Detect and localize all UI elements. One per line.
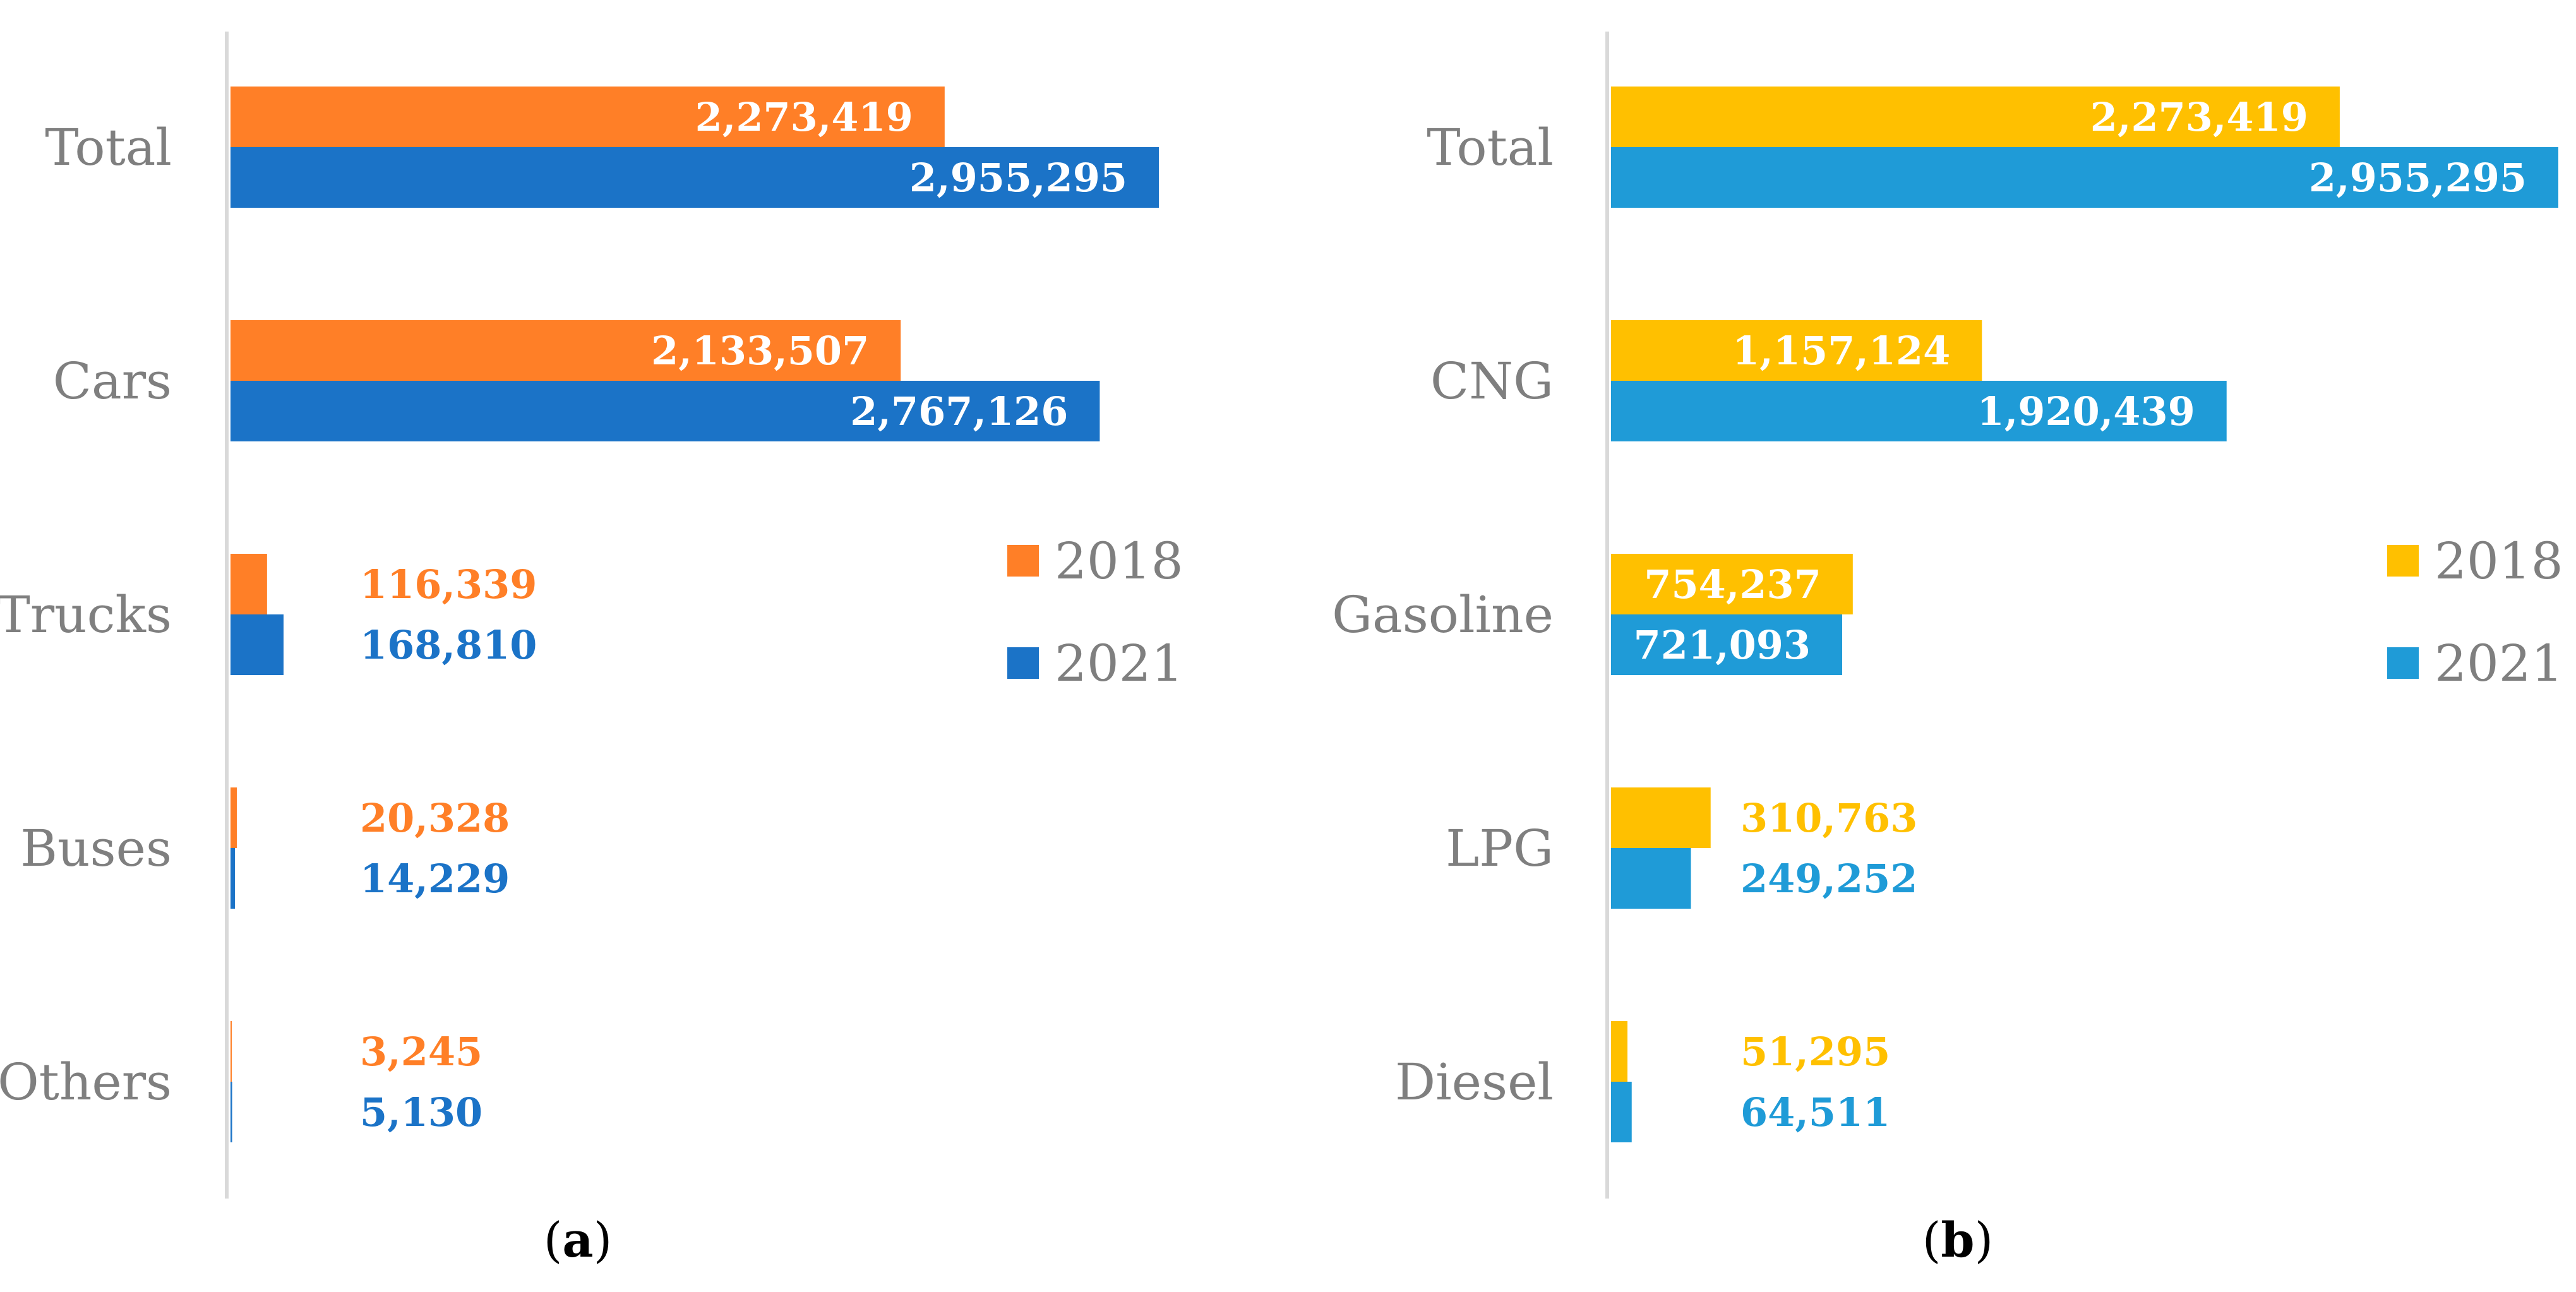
panel-b-bar-2018 bbox=[1611, 554, 1853, 614]
panel-b-bar-2021 bbox=[1611, 848, 1691, 909]
panel-a-value-label-2021: 2,955,295 bbox=[909, 155, 1127, 201]
panel-a-bar-2018 bbox=[231, 787, 237, 848]
panel-b-bar-2018 bbox=[1611, 320, 1982, 381]
panel-b-bar-2018 bbox=[1611, 1021, 1628, 1082]
panel-b-bar-2018 bbox=[1611, 87, 2340, 147]
panel-b-bar-2021 bbox=[1611, 614, 1843, 675]
panel-a-category-label: Total bbox=[45, 118, 172, 177]
panel-a-bars: 2,273,419 2,955,295 2,133,507 2,767,126 116,… bbox=[231, 87, 1159, 1142]
panel-a-legend-label-2021: 2021 bbox=[1055, 634, 1183, 693]
panel-a-value-label-2021: 168,810 bbox=[360, 622, 537, 668]
panel-a-bar-2021 bbox=[231, 614, 284, 675]
panel-a: 2,273,419 2,955,295 2,133,507 2,767,126 116,… bbox=[0, 32, 1183, 1268]
panel-b-legend: 2018 2021 bbox=[2387, 532, 2563, 693]
panel-b-letter: b bbox=[1941, 1212, 1974, 1268]
panel-b-value-label-2018: 754,237 bbox=[1644, 561, 1821, 607]
panel-a-bar-2021 bbox=[231, 1082, 232, 1142]
panel-a-legend-swatch-2018 bbox=[1007, 545, 1039, 577]
panel-b-legend-swatch-2018 bbox=[2387, 545, 2419, 577]
panel-b-value-label-2021: 64,511 bbox=[1740, 1089, 1890, 1135]
panel-a-label: (a) bbox=[544, 1212, 613, 1268]
panel-b-value-label-2018: 310,763 bbox=[1740, 795, 1917, 841]
panel-a-category-label: Buses bbox=[20, 819, 172, 878]
panel-b-bar-2018 bbox=[1611, 787, 1711, 848]
panel-a-value-label-2021: 2,767,126 bbox=[850, 388, 1068, 434]
panel-b-value-label-2021: 249,252 bbox=[1740, 856, 1917, 902]
panel-b-value-label-2021: 2,955,295 bbox=[2309, 155, 2527, 201]
panel-a-value-label-2018: 2,273,419 bbox=[695, 94, 913, 140]
panel-a-category-label: Trucks bbox=[0, 585, 172, 644]
panel-b-category-label: LPG bbox=[1446, 819, 1554, 878]
panel-a-value-label-2018: 2,133,507 bbox=[651, 328, 869, 374]
panel-b-value-label-2018: 51,295 bbox=[1740, 1029, 1890, 1075]
panel-b-legend-label-2021: 2021 bbox=[2435, 634, 2563, 693]
panel-a-letter: a bbox=[562, 1212, 593, 1268]
panel-a-bar-2018 bbox=[231, 554, 267, 614]
panel-a-legend: 2018 2021 bbox=[1007, 532, 1183, 693]
panel-b-category-label: CNG bbox=[1430, 352, 1554, 410]
panel-a-categories: Total Cars Trucks Buses Others bbox=[0, 118, 172, 1111]
panel-b-value-label-2021: 1,920,439 bbox=[1977, 388, 2195, 434]
panel-b-category-label: Diesel bbox=[1395, 1053, 1554, 1111]
panel-b-value-label-2018: 1,157,124 bbox=[1732, 328, 1950, 374]
panel-b-bar-2021 bbox=[1611, 1082, 1632, 1142]
panel-b-bar-2021 bbox=[1611, 381, 2227, 441]
panel-a-bar-2021 bbox=[231, 381, 1100, 441]
panel-b-label: (b) bbox=[1922, 1212, 1993, 1268]
panel-a-category-label: Others bbox=[0, 1053, 172, 1111]
panel-a-value-label-2021: 14,229 bbox=[360, 856, 510, 902]
panel-b-category-label: Total bbox=[1427, 118, 1554, 177]
panel-a-value-label-2018: 20,328 bbox=[360, 795, 510, 841]
panel-b-value-label-2018: 2,273,419 bbox=[2090, 94, 2308, 140]
panel-a-legend-swatch-2021 bbox=[1007, 647, 1039, 679]
panel-a-bar-2018 bbox=[231, 320, 901, 381]
panel-a-bar-2021 bbox=[231, 848, 236, 909]
panel-b-legend-label-2018: 2018 bbox=[2435, 532, 2563, 590]
panel-a-bar-2018 bbox=[231, 1021, 232, 1082]
panel-b-categories: Total CNG Gasoline LPG Diesel bbox=[1332, 118, 1554, 1111]
panel-b-bar-2021 bbox=[1611, 147, 2558, 208]
panel-b-category-label: Gasoline bbox=[1332, 585, 1554, 644]
panel-a-value-label-2021: 5,130 bbox=[360, 1089, 482, 1135]
panel-a-bar-2018 bbox=[231, 87, 945, 147]
panel-a-bar-2021 bbox=[231, 147, 1159, 208]
panel-b-value-label-2021: 721,093 bbox=[1634, 622, 1811, 668]
panel-a-value-label-2018: 3,245 bbox=[360, 1029, 482, 1075]
panel-a-legend-label-2018: 2018 bbox=[1055, 532, 1183, 590]
panel-b-legend-swatch-2021 bbox=[2387, 647, 2419, 679]
panel-a-value-label-2018: 116,339 bbox=[360, 561, 537, 607]
panel-a-category-label: Cars bbox=[53, 352, 172, 410]
